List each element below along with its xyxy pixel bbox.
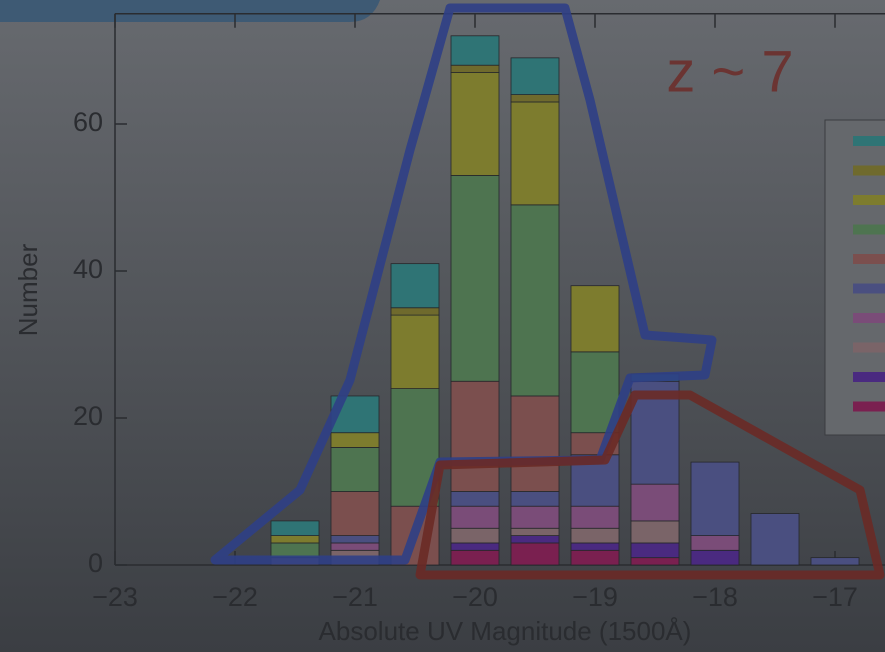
bar-segment xyxy=(270,542,320,559)
bar-segment xyxy=(630,520,680,544)
legend-swatch xyxy=(853,195,885,205)
legend xyxy=(853,136,885,412)
bar-segment xyxy=(570,505,620,529)
legend-swatch xyxy=(853,283,885,294)
y-axis-label: Number xyxy=(13,243,43,336)
bar-segment xyxy=(450,549,500,566)
x-axis-label: Absolute UV Magnitude (1500Å) xyxy=(319,616,692,646)
legend-swatch xyxy=(853,165,885,176)
bar-segment xyxy=(510,542,560,566)
bar-segment xyxy=(270,535,320,544)
y-tick-label: 0 xyxy=(88,548,103,578)
bar-segment xyxy=(570,527,620,544)
x-tick-label: −18 xyxy=(692,582,738,612)
y-tick-label: 40 xyxy=(73,254,103,284)
y-tick-label: 60 xyxy=(73,107,103,137)
bar-segment xyxy=(570,542,620,551)
bar-segment xyxy=(510,535,560,544)
x-tick-label: −21 xyxy=(332,582,378,612)
bar-segment xyxy=(330,446,380,492)
bar-segment xyxy=(810,557,860,566)
bar-segment xyxy=(510,505,560,529)
legend-swatch xyxy=(853,136,885,146)
legend-swatch xyxy=(853,342,885,353)
x-tick-label: −19 xyxy=(572,582,618,612)
bar-segment xyxy=(450,527,500,544)
bar-segment xyxy=(690,461,740,537)
bar-segment xyxy=(330,432,380,448)
bar-segment xyxy=(330,535,380,544)
bar-segment xyxy=(630,542,680,559)
bar-segment xyxy=(510,395,560,492)
bar-segment xyxy=(450,175,500,382)
bar-segment xyxy=(510,204,560,397)
legend-swatch xyxy=(853,401,885,412)
bar-segment xyxy=(630,483,680,522)
hand-drawn-outline-red xyxy=(415,390,885,580)
bar-segment xyxy=(330,491,380,536)
x-tick-label: −20 xyxy=(452,582,498,612)
bar-segment xyxy=(450,505,500,529)
bar-segment xyxy=(750,513,800,566)
legend-swatch xyxy=(853,224,885,235)
legend-swatch xyxy=(853,254,885,264)
bar-segment xyxy=(630,557,680,566)
annotation: z ~ 7 xyxy=(666,39,793,104)
bar-segment xyxy=(270,520,320,537)
bar-segment xyxy=(450,542,500,551)
legend-swatch xyxy=(853,372,885,382)
bar-segment xyxy=(450,35,500,66)
bar-segment xyxy=(450,64,500,73)
bar-segment xyxy=(510,57,560,95)
bar-segment xyxy=(450,491,500,507)
y-tick-label: 20 xyxy=(73,401,103,431)
bar-segment xyxy=(690,549,740,566)
bar-segment xyxy=(450,380,500,492)
bar-segment xyxy=(510,527,560,536)
tab-header[interactable] xyxy=(0,0,380,22)
bar-segment xyxy=(570,285,620,353)
bar-segment xyxy=(390,307,440,316)
bar-segment xyxy=(690,535,740,551)
bar-segment xyxy=(390,314,440,390)
bar-segment xyxy=(450,72,500,176)
x-tick-label: −22 xyxy=(212,582,258,612)
legend-swatch xyxy=(853,313,885,323)
bar-segment xyxy=(510,101,560,206)
bar-segment xyxy=(330,542,380,551)
bar-segment xyxy=(390,263,440,309)
x-tick-label: −17 xyxy=(812,582,858,612)
bar-segment xyxy=(510,94,560,103)
bar-segment xyxy=(510,491,560,507)
bar-segment xyxy=(570,549,620,566)
x-tick-label: −23 xyxy=(92,582,138,612)
